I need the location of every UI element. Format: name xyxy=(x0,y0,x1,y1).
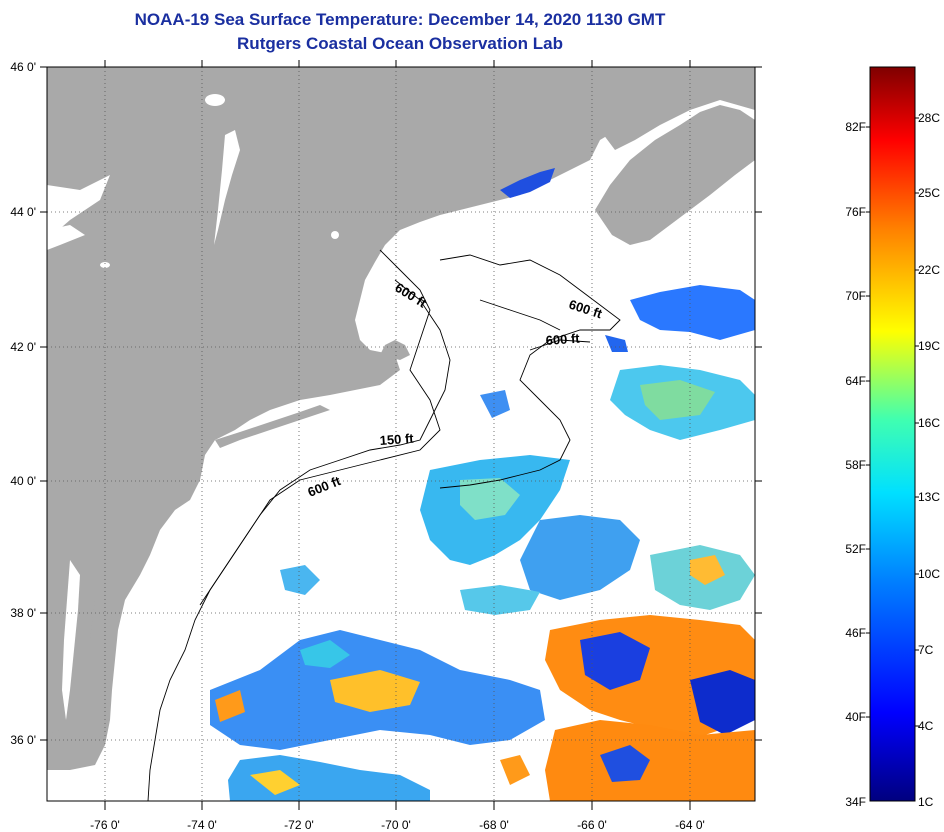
lon-label: -74 0' xyxy=(187,818,217,832)
colorbar-label-c: 10C xyxy=(918,567,941,581)
colorbar-label-f: 46F xyxy=(845,626,866,640)
map-subtitle: Rutgers Coastal Ocean Observation Lab xyxy=(237,34,563,53)
colorbar-label-c: 16C xyxy=(918,416,941,430)
colorbar-label-f: 70F xyxy=(845,289,866,303)
colorbar-label-c: 7C xyxy=(918,643,934,657)
chesapeake-bay xyxy=(62,560,80,720)
map-frame xyxy=(46,66,756,802)
contour-label: 600 ft xyxy=(545,331,581,348)
colorbar-ticks xyxy=(866,117,919,727)
lon-label: -76 0' xyxy=(90,818,120,832)
colorbar-label-c: 22C xyxy=(918,263,941,277)
lon-label: -64 0' xyxy=(675,818,705,832)
land-new-brunswick xyxy=(600,67,755,150)
colorbar-label-f: 76F xyxy=(845,205,866,219)
colorbar-label-c: 19C xyxy=(918,339,941,353)
colorbar-label-c: 28C xyxy=(918,111,941,125)
colorbar-label-f: 40F xyxy=(845,710,866,724)
depth-contours xyxy=(147,249,621,801)
map-ticks xyxy=(40,60,762,810)
colorbar-label-f: 34F xyxy=(845,795,866,809)
land-cape-cod xyxy=(380,340,410,360)
contour-label: 150 ft xyxy=(379,431,415,448)
colorbar-label-c: 13C xyxy=(918,490,941,504)
lon-label: -72 0' xyxy=(284,818,314,832)
lon-label: -68 0' xyxy=(479,818,509,832)
lon-label: -66 0' xyxy=(577,818,607,832)
land-long-island xyxy=(215,405,330,448)
lat-label: 38 0' xyxy=(10,606,36,620)
colorbar-label-c: 4C xyxy=(918,719,934,733)
lat-label: 46 0' xyxy=(10,60,36,74)
lat-label: 40 0' xyxy=(10,474,36,488)
inland-lakes xyxy=(47,94,339,268)
sst-data-patches xyxy=(210,168,755,801)
colorbar-label-c: 25C xyxy=(918,186,941,200)
colorbar xyxy=(869,66,916,802)
lat-label: 36 0' xyxy=(10,733,36,747)
colorbar-label-c: 1C xyxy=(918,795,934,809)
colorbar-label-f: 52F xyxy=(845,542,866,556)
lat-label: 42 0' xyxy=(10,340,36,354)
lat-label: 44 0' xyxy=(10,205,36,219)
colorbar-label-f: 82F xyxy=(845,120,866,134)
land-us-east-coast xyxy=(47,67,690,770)
lon-label: -70 0' xyxy=(381,818,411,832)
land-nova-scotia xyxy=(595,105,755,245)
colorbar-label-f: 64F xyxy=(845,374,866,388)
colorbar-label-f: 58F xyxy=(845,458,866,472)
map-title: NOAA-19 Sea Surface Temperature: Decembe… xyxy=(134,10,666,29)
